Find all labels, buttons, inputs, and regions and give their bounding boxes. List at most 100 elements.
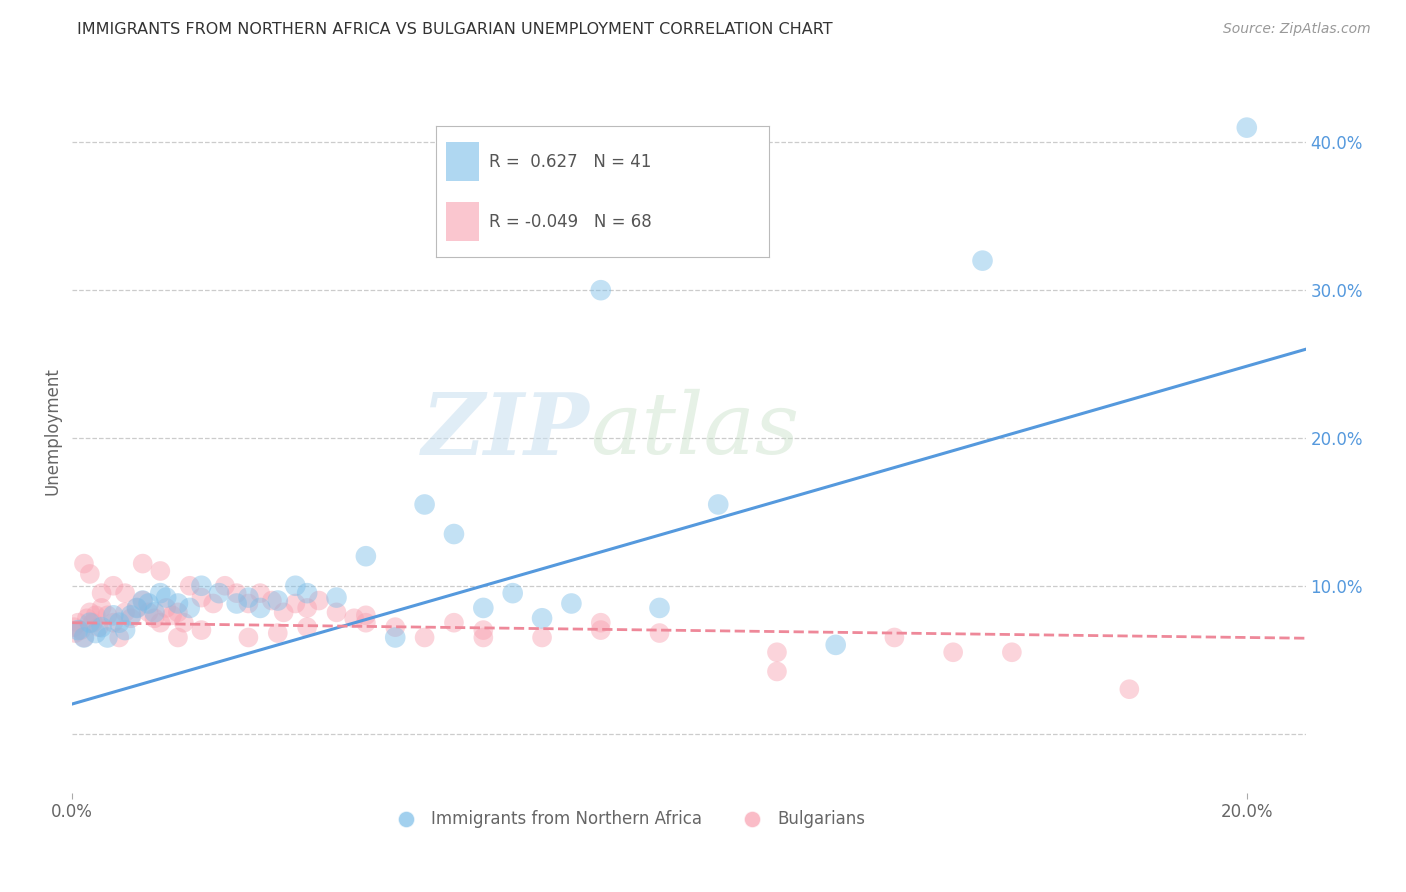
Point xyxy=(260,593,283,607)
Point xyxy=(67,615,90,630)
Point xyxy=(67,623,90,637)
Point xyxy=(138,606,160,620)
Point xyxy=(155,601,177,615)
Point xyxy=(267,593,290,607)
Point xyxy=(173,615,195,630)
Point xyxy=(824,638,846,652)
Point xyxy=(1001,645,1024,659)
Point xyxy=(160,608,183,623)
Point xyxy=(238,631,260,645)
Point xyxy=(131,593,153,607)
Point xyxy=(1236,120,1258,135)
Point xyxy=(284,579,307,593)
Text: IMMIGRANTS FROM NORTHERN AFRICA VS BULGARIAN UNEMPLOYMENT CORRELATION CHART: IMMIGRANTS FROM NORTHERN AFRICA VS BULGA… xyxy=(77,22,832,37)
Point xyxy=(202,597,225,611)
Point xyxy=(63,620,86,634)
Point xyxy=(225,586,247,600)
Point xyxy=(138,597,160,611)
Point xyxy=(208,586,231,600)
Point xyxy=(225,597,247,611)
Point xyxy=(325,591,347,605)
Text: Source: ZipAtlas.com: Source: ZipAtlas.com xyxy=(1223,22,1371,37)
Point xyxy=(73,557,96,571)
Point xyxy=(179,579,201,593)
Point xyxy=(73,631,96,645)
Point xyxy=(413,498,436,512)
Point xyxy=(267,626,290,640)
Point xyxy=(883,631,905,645)
Point xyxy=(90,620,112,634)
Point xyxy=(295,586,318,600)
Point xyxy=(149,586,172,600)
Point xyxy=(190,579,212,593)
Point xyxy=(84,626,107,640)
Point xyxy=(249,586,271,600)
Text: ZIP: ZIP xyxy=(422,389,591,473)
Point xyxy=(167,606,190,620)
Point xyxy=(96,608,118,623)
Point xyxy=(589,615,612,630)
Point xyxy=(560,597,582,611)
Point xyxy=(190,623,212,637)
Point xyxy=(70,623,93,637)
Point xyxy=(155,591,177,605)
Point xyxy=(308,593,330,607)
Point xyxy=(120,611,142,625)
Point xyxy=(131,593,153,607)
Point xyxy=(354,549,377,564)
Point xyxy=(79,615,101,630)
Point xyxy=(125,601,148,615)
Point xyxy=(472,601,495,615)
Point xyxy=(96,631,118,645)
Point xyxy=(472,623,495,637)
Point xyxy=(249,601,271,615)
Point xyxy=(103,615,125,630)
Point xyxy=(972,253,994,268)
Point xyxy=(63,626,86,640)
Point xyxy=(82,615,104,630)
Point xyxy=(413,631,436,645)
Point xyxy=(114,606,136,620)
Point xyxy=(472,631,495,645)
Point xyxy=(108,631,131,645)
Point xyxy=(589,623,612,637)
Point xyxy=(214,579,236,593)
Point xyxy=(87,620,110,634)
Point xyxy=(273,606,295,620)
Y-axis label: Unemployment: Unemployment xyxy=(44,367,60,494)
Point xyxy=(143,606,166,620)
Point xyxy=(942,645,965,659)
Point xyxy=(384,631,406,645)
Point xyxy=(766,665,789,679)
Point xyxy=(149,564,172,578)
Point xyxy=(103,608,125,623)
Point xyxy=(79,606,101,620)
Point xyxy=(502,586,524,600)
Point xyxy=(648,626,671,640)
Point xyxy=(1118,682,1140,697)
Point xyxy=(114,623,136,637)
Point xyxy=(114,586,136,600)
Point xyxy=(79,566,101,581)
Point xyxy=(284,597,307,611)
Point xyxy=(354,608,377,623)
Point xyxy=(103,579,125,593)
Point xyxy=(589,283,612,297)
Point xyxy=(149,615,172,630)
Point xyxy=(179,601,201,615)
Point xyxy=(125,601,148,615)
Point xyxy=(90,601,112,615)
Point xyxy=(443,615,465,630)
Point xyxy=(120,608,142,623)
Point xyxy=(343,611,366,625)
Point xyxy=(648,601,671,615)
Point xyxy=(167,631,190,645)
Point xyxy=(84,608,107,623)
Point xyxy=(443,527,465,541)
Point xyxy=(73,631,96,645)
Point xyxy=(167,597,190,611)
Point xyxy=(354,615,377,630)
Point xyxy=(108,615,131,630)
Point xyxy=(131,557,153,571)
Point xyxy=(238,591,260,605)
